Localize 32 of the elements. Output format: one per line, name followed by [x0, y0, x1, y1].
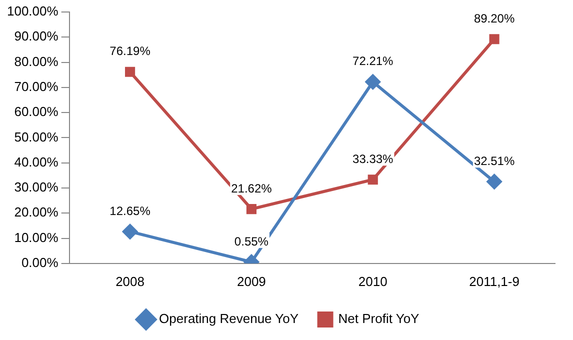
y-tick-label: 90.00%: [14, 28, 59, 44]
y-tick-label: 20.00%: [14, 204, 59, 220]
data-label: 21.62%: [231, 181, 272, 196]
y-tick-label: 100.00%: [6, 4, 59, 19]
y-tick-label: 0.00%: [21, 254, 59, 270]
x-tick-label: 2008: [116, 274, 144, 289]
data-label: 0.55%: [234, 234, 269, 248]
data-label: 33.33%: [352, 152, 394, 166]
y-tick-label: 80.00%: [14, 54, 59, 69]
data-label: 12.65%: [110, 204, 151, 218]
y-tick-label: 50.00%: [14, 129, 59, 144]
x-tick-label: 2009: [236, 274, 266, 289]
y-tick-label: 30.00%: [14, 180, 59, 195]
point: [486, 174, 502, 190]
y-tick-label: 60.00%: [14, 104, 59, 120]
legend-label: Net Profit YoY: [338, 311, 420, 326]
data-label: 76.19%: [110, 44, 151, 58]
y-tick-label: 40.00%: [14, 154, 59, 170]
point: [365, 74, 380, 90]
x-tick-label: 2010: [358, 274, 388, 289]
point: [368, 174, 378, 185]
data-label: 32.51%: [474, 154, 515, 168]
y-tick-label: 70.00%: [14, 79, 59, 94]
point: [122, 224, 138, 240]
legend-label: Operating Revenue YoY: [159, 311, 299, 326]
x-tick-label: 2011,1-9: [469, 274, 520, 289]
point: [124, 66, 136, 77]
y-tick-label: 10.00%: [14, 230, 59, 245]
data-label: 72.21%: [352, 54, 394, 68]
data-label: 89.20%: [474, 11, 515, 26]
point: [246, 204, 256, 214]
point: [489, 34, 500, 44]
